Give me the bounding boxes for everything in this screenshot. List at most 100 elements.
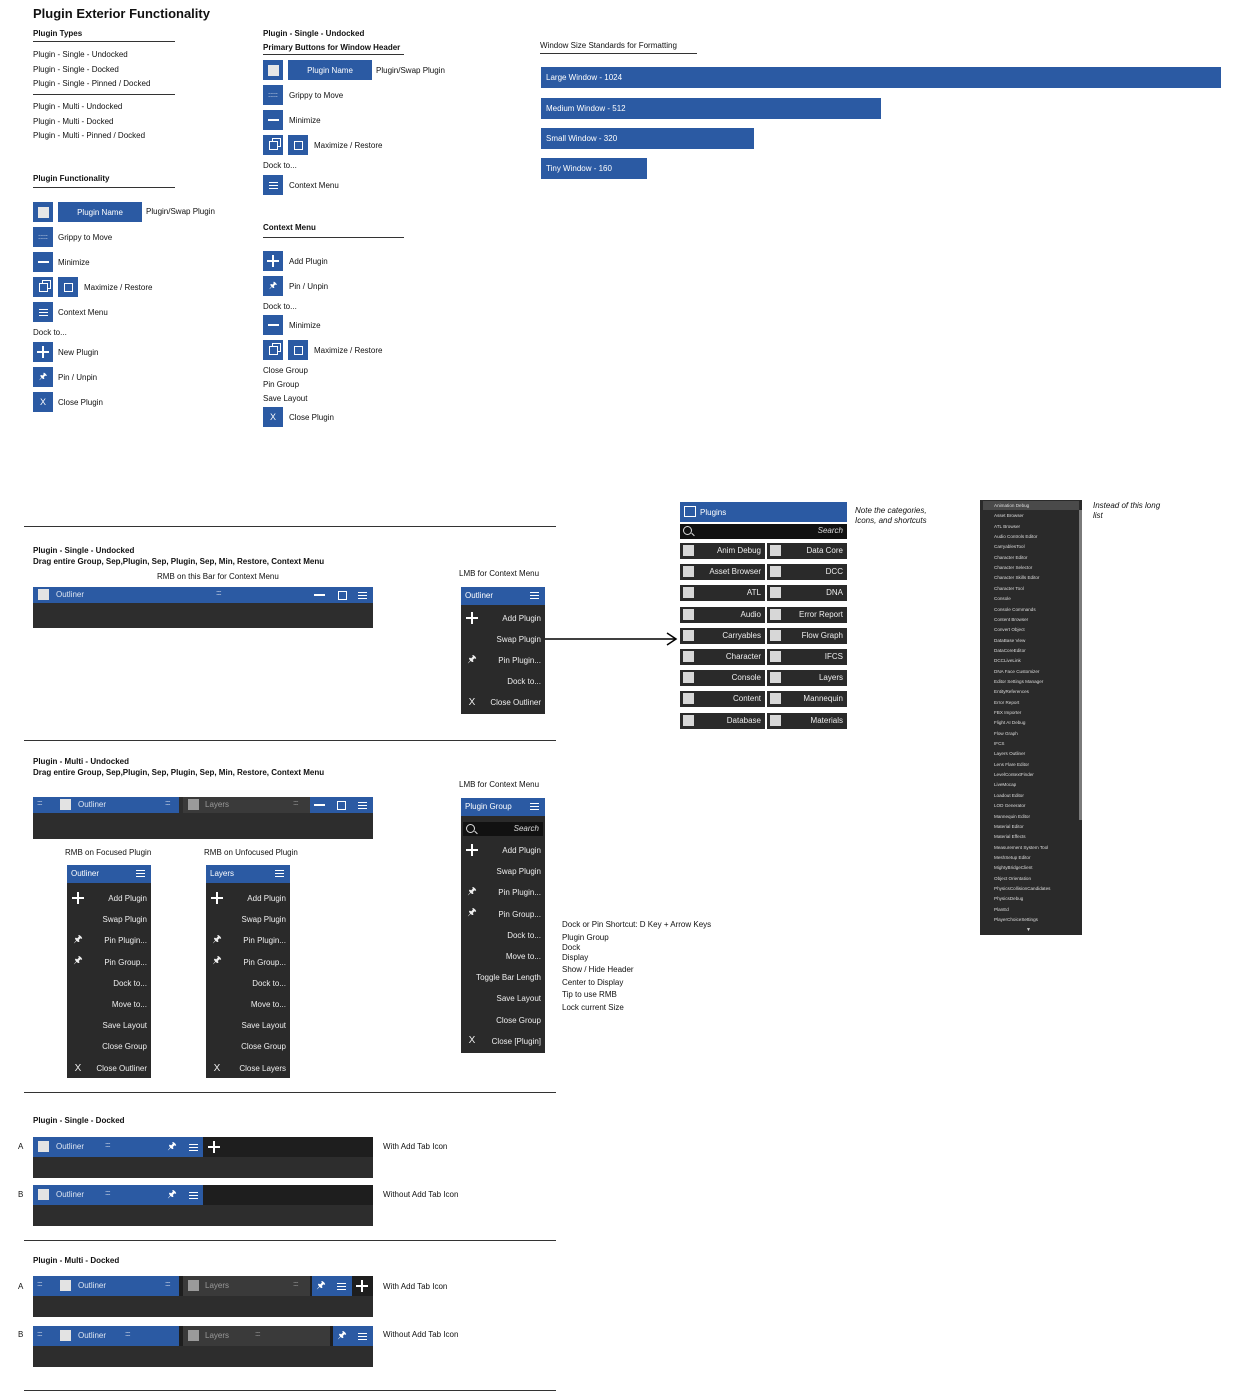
hamburger-icon[interactable] — [530, 592, 539, 599]
menu-item-swap-plugin[interactable]: Swap Plugin — [496, 635, 541, 644]
menu-item[interactable]: Dock to... — [113, 978, 147, 988]
plugin-square-icon[interactable] — [60, 1280, 71, 1291]
list-item[interactable]: LOD Generator — [994, 803, 1026, 809]
list-item[interactable]: LevelContextFinder — [994, 772, 1034, 778]
hamburger-icon[interactable] — [355, 797, 369, 813]
hamburger-icon[interactable] — [136, 870, 145, 877]
list-item[interactable]: Character Selector — [994, 565, 1033, 571]
plugin-cell[interactable]: Materials — [767, 710, 847, 729]
plugin-square-icon[interactable] — [38, 1141, 49, 1152]
list-item[interactable]: Flight AI Debug — [994, 720, 1026, 726]
plugin-cell[interactable]: DNA — [767, 583, 847, 602]
menu-item[interactable]: Close Group — [496, 1015, 541, 1025]
menu-item[interactable]: Dock to... — [507, 930, 541, 940]
list-item[interactable]: Animation Debug — [994, 503, 1030, 508]
plugin-square-icon[interactable] — [38, 589, 49, 600]
menu-item[interactable]: Move to... — [505, 952, 541, 961]
grip-icon[interactable]: ::::: — [293, 800, 299, 807]
menu-item[interactable]: 🖈 Pin Group... — [67, 952, 151, 973]
plugin-square-icon[interactable] — [188, 1330, 199, 1341]
menu-header[interactable]: Outliner — [67, 865, 151, 883]
menu-item[interactable]: 🖈 Pin Group... — [461, 904, 545, 925]
plugin-square-icon[interactable] — [60, 1330, 71, 1341]
tab-layers[interactable]: Layers ::::: — [183, 797, 310, 813]
menu-item[interactable]: Close Group — [102, 1042, 147, 1052]
grip-icon[interactable]: ::::: — [105, 1142, 111, 1149]
group-search[interactable]: Search — [463, 822, 543, 836]
plugin-cell[interactable]: Audio — [680, 604, 765, 623]
list-item[interactable]: Audio Controls Editor — [994, 534, 1038, 540]
menu-header[interactable]: Layers — [206, 865, 290, 883]
plugin-name-button[interactable]: Plugin Name — [288, 60, 372, 80]
list-item[interactable]: PlanEd — [994, 906, 1009, 912]
grip-icon[interactable]: ::::: — [37, 1331, 43, 1338]
list-item[interactable]: Console — [994, 596, 1011, 602]
list-item[interactable]: Flow Graph — [994, 730, 1018, 736]
list-item[interactable]: Character Skills Editor — [994, 575, 1040, 581]
list-item[interactable]: DNA Face Customizer — [994, 668, 1040, 674]
hamburger-icon[interactable] — [33, 302, 53, 322]
menu-item-pin-plugin[interactable]: 🖈 Pin Plugin... — [461, 650, 545, 671]
list-item[interactable]: Character Tool — [994, 585, 1024, 591]
list-item[interactable]: ATL Browser — [994, 523, 1021, 529]
plugin-cell[interactable]: Mannequin — [767, 689, 847, 708]
list-item[interactable]: Material Editor — [994, 823, 1024, 829]
list-item[interactable]: DataCoreEditor — [994, 647, 1026, 653]
menu-item[interactable]: 🖈 Pin Plugin... — [206, 930, 290, 951]
pin-icon[interactable]: 🖈 — [167, 1188, 177, 1200]
hamburger-icon[interactable] — [263, 175, 283, 195]
hamburger-icon[interactable] — [334, 1278, 348, 1294]
minimize-icon[interactable] — [263, 110, 283, 130]
list-item[interactable]: EntityReferences — [994, 689, 1029, 695]
menu-item[interactable]: Swap Plugin — [102, 915, 147, 925]
hamburger-icon[interactable] — [186, 1139, 200, 1155]
plugin-square-icon[interactable] — [60, 799, 71, 810]
list-item[interactable]: Character Editor — [994, 554, 1028, 560]
plugin-name[interactable]: Outliner — [56, 590, 85, 599]
list-item[interactable]: PhysicsDebug — [994, 896, 1024, 902]
maximize-icon[interactable] — [58, 277, 78, 297]
list-item[interactable]: Content Browser — [994, 616, 1029, 622]
minimize-icon[interactable] — [312, 797, 326, 813]
tab-outliner[interactable]: ::::: Outliner ::::: — [33, 1276, 179, 1296]
plugin-cell[interactable]: Database — [680, 710, 765, 729]
grip-icon[interactable]: ::::: — [165, 1281, 171, 1288]
plugin-cell[interactable]: Data Core — [767, 541, 847, 559]
pin-icon[interactable]: 🖈 — [316, 1279, 326, 1291]
menu-item[interactable]: Dock to... — [252, 978, 286, 988]
menu-item-close-outliner[interactable]: X Close Outliner — [67, 1058, 151, 1079]
plugins-header[interactable]: Plugins — [680, 502, 847, 522]
list-item[interactable]: PlayerChoiceSettings — [994, 917, 1038, 922]
menu-item[interactable]: 🖈 Pin Plugin... — [461, 882, 545, 903]
pin-icon[interactable]: 🖈 — [33, 367, 53, 387]
close-icon[interactable]: X — [33, 392, 53, 412]
list-item[interactable]: Asset Browser — [994, 513, 1024, 519]
menu-item-close-layers[interactable]: X Close Layers — [206, 1058, 290, 1079]
plus-icon[interactable] — [355, 1278, 369, 1294]
menu-item[interactable]: 🖈 Pin Plugin... — [67, 930, 151, 951]
list-item[interactable]: Layers Outliner — [994, 751, 1026, 757]
menu-item[interactable]: 🖈 Pin Group... — [206, 952, 290, 973]
hamburger-icon[interactable] — [355, 1328, 369, 1344]
window-header[interactable]: Outliner ::::: — [33, 587, 373, 603]
grip-icon[interactable]: ::::: — [37, 1281, 43, 1288]
list-item[interactable]: Lens Flare Editor — [994, 761, 1029, 767]
menu-item[interactable]: Move to... — [111, 1000, 147, 1009]
plugin-cell[interactable]: Flow Graph — [767, 625, 847, 644]
docked-tab[interactable]: Outliner ::::: 🖈 — [33, 1185, 203, 1205]
plugin-square-icon[interactable] — [188, 1280, 199, 1291]
plugin-cell[interactable]: Anim Debug — [680, 541, 765, 559]
minimize-icon[interactable] — [312, 587, 326, 603]
list-item[interactable]: Material Effects — [994, 834, 1026, 840]
plugin-cell[interactable]: Content — [680, 689, 765, 708]
grip-icon[interactable]: ::::: — [105, 1190, 111, 1197]
plus-icon[interactable] — [33, 342, 53, 362]
plus-icon[interactable] — [207, 1139, 221, 1155]
menu-header[interactable]: Plugin Group — [461, 798, 545, 816]
plugin-square-icon[interactable] — [188, 799, 199, 810]
menu-item[interactable]: Swap Plugin — [496, 867, 541, 877]
plugin-name-button[interactable]: Plugin Name — [58, 202, 142, 222]
grip-icon[interactable]: ::::: — [255, 1331, 261, 1338]
plugin-cell[interactable]: Console — [680, 668, 765, 687]
plugin-cell[interactable]: ATL — [680, 583, 765, 602]
